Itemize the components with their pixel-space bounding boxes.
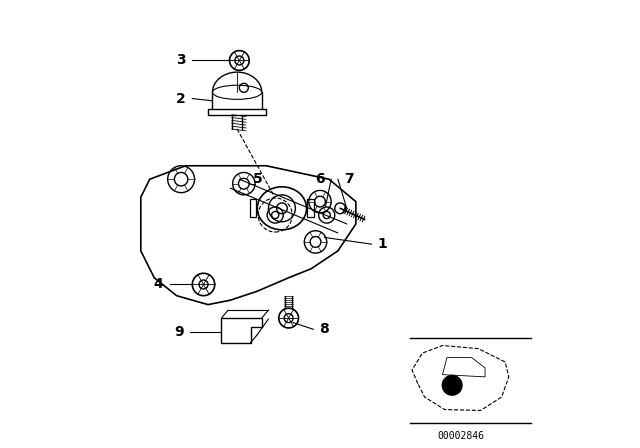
Text: 7: 7 [344, 172, 354, 186]
Text: 3: 3 [176, 53, 186, 68]
Text: 8: 8 [319, 322, 330, 336]
Circle shape [442, 375, 462, 395]
Text: 1: 1 [378, 237, 388, 251]
Text: 5: 5 [252, 172, 262, 186]
Text: 2: 2 [176, 91, 186, 106]
Text: 6: 6 [315, 172, 325, 186]
Text: 9: 9 [174, 324, 184, 339]
Text: 00002846: 00002846 [437, 431, 484, 441]
Text: 4: 4 [154, 277, 164, 292]
